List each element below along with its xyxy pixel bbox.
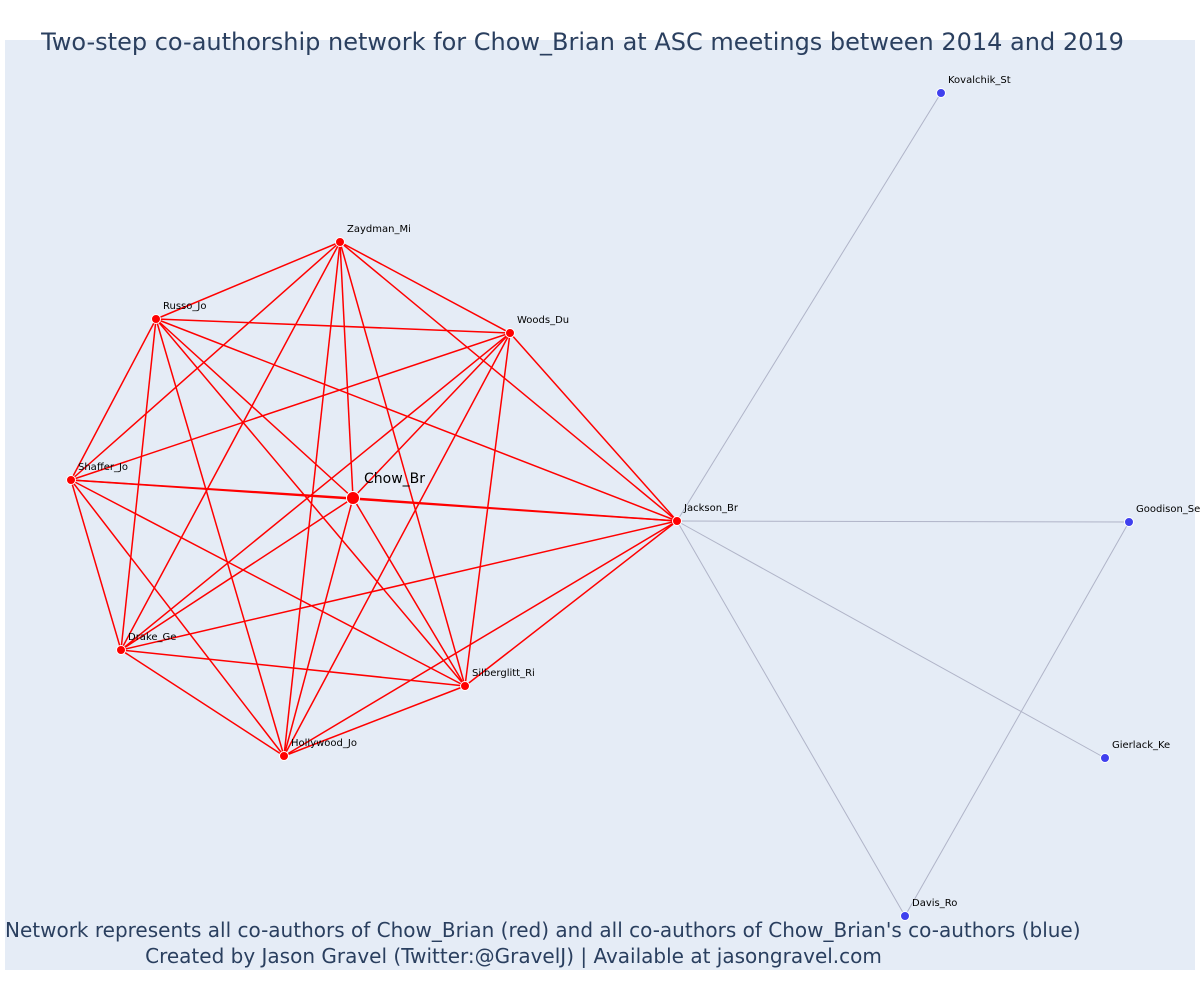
edge-Jackson_Br-Davis_Ro bbox=[676, 520, 906, 917]
edge-Russo_Jo-Hollywood_Jo bbox=[155, 318, 285, 757]
edge-Shaffer_Jo-Jackson_Br bbox=[70, 479, 678, 522]
edge-Woods_Du-Jackson_Br bbox=[509, 332, 678, 522]
edge-Zaydman_Mi-Russo_Jo bbox=[155, 241, 341, 320]
edge-Zaydman_Mi-Shaffer_Jo bbox=[70, 241, 341, 481]
edge-Russo_Jo-Woods_Du bbox=[155, 318, 511, 334]
edge-Zaydman_Mi-Silberglitt_Ri bbox=[339, 241, 466, 687]
edge-Chow_Br-Silberglitt_Ri bbox=[352, 497, 466, 687]
edge-Woods_Du-Shaffer_Jo bbox=[70, 332, 511, 481]
edge-Shaffer_Jo-Silberglitt_Ri bbox=[70, 479, 466, 687]
node-Kovalchik_St[interactable] bbox=[936, 88, 946, 98]
edge-Russo_Jo-Jackson_Br bbox=[155, 318, 678, 522]
node-Goodison_Se[interactable] bbox=[1124, 517, 1134, 527]
edges-layer bbox=[70, 92, 1130, 917]
node-Chow_Br[interactable] bbox=[346, 491, 360, 505]
edge-Woods_Du-Drake_Ge bbox=[120, 332, 511, 651]
node-Silberglitt_Ri[interactable] bbox=[460, 681, 470, 691]
node-label-Russo_Jo: Russo_Jo bbox=[163, 301, 206, 312]
edge-Russo_Jo-Silberglitt_Ri bbox=[155, 318, 466, 687]
node-Zaydman_Mi[interactable] bbox=[335, 237, 345, 247]
node-label-Chow_Br: Chow_Br bbox=[364, 471, 425, 487]
edge-Shaffer_Jo-Hollywood_Jo bbox=[70, 479, 285, 757]
edge-Chow_Br-Drake_Ge bbox=[120, 497, 354, 651]
node-label-Shaffer_Jo: Shaffer_Jo bbox=[78, 462, 128, 473]
node-Jackson_Br[interactable] bbox=[672, 516, 682, 526]
footer-credit: Created by Jason Gravel (Twitter:@Gravel… bbox=[145, 944, 882, 968]
edge-Shaffer_Jo-Drake_Ge bbox=[70, 479, 122, 651]
node-Davis_Ro[interactable] bbox=[900, 911, 910, 921]
node-Hollywood_Jo[interactable] bbox=[279, 751, 289, 761]
edge-Jackson_Br-Drake_Ge bbox=[120, 520, 678, 651]
edge-Jackson_Br-Goodison_Se bbox=[676, 520, 1130, 523]
edge-Jackson_Br-Gierlack_Ke bbox=[676, 520, 1106, 759]
node-label-Goodison_Se: Goodison_Se bbox=[1136, 504, 1200, 515]
node-label-Drake_Ge: Drake_Ge bbox=[128, 632, 176, 643]
edge-Drake_Ge-Silberglitt_Ri bbox=[120, 649, 466, 687]
edge-Drake_Ge-Hollywood_Jo bbox=[120, 649, 285, 757]
edge-Chow_Br-Hollywood_Jo bbox=[283, 497, 354, 757]
node-label-Davis_Ro: Davis_Ro bbox=[912, 898, 957, 909]
edge-Chow_Br-Zaydman_Mi bbox=[339, 241, 354, 499]
edge-Woods_Du-Hollywood_Jo bbox=[283, 332, 511, 757]
node-label-Hollywood_Jo: Hollywood_Jo bbox=[291, 738, 357, 749]
node-Shaffer_Jo[interactable] bbox=[66, 475, 76, 485]
edge-Chow_Br-Russo_Jo bbox=[155, 318, 354, 499]
edge-Goodison_Se-Davis_Ro bbox=[904, 521, 1130, 917]
node-label-Silberglitt_Ri: Silberglitt_Ri bbox=[472, 668, 535, 679]
edge-Silberglitt_Ri-Hollywood_Jo bbox=[283, 685, 466, 757]
node-label-Jackson_Br: Jackson_Br bbox=[683, 503, 739, 514]
edge-Zaydman_Mi-Woods_Du bbox=[339, 241, 511, 334]
edge-Jackson_Br-Kovalchik_St bbox=[676, 92, 942, 522]
edge-Zaydman_Mi-Jackson_Br bbox=[339, 241, 678, 522]
footer-note: Network represents all co-authors of Cho… bbox=[5, 918, 1081, 942]
edge-Russo_Jo-Shaffer_Jo bbox=[70, 318, 157, 481]
node-label-Gierlack_Ke: Gierlack_Ke bbox=[1112, 740, 1170, 751]
node-Gierlack_Ke[interactable] bbox=[1100, 753, 1110, 763]
edge-Jackson_Br-Silberglitt_Ri bbox=[464, 520, 678, 687]
node-label-Zaydman_Mi: Zaydman_Mi bbox=[347, 224, 411, 235]
node-Woods_Du[interactable] bbox=[505, 328, 515, 338]
nodes-layer bbox=[66, 88, 1134, 921]
edge-Zaydman_Mi-Hollywood_Jo bbox=[283, 241, 341, 757]
edge-Woods_Du-Silberglitt_Ri bbox=[464, 332, 511, 687]
node-label-Kovalchik_St: Kovalchik_St bbox=[948, 75, 1011, 86]
node-Drake_Ge[interactable] bbox=[116, 645, 126, 655]
plot-area bbox=[5, 40, 1195, 970]
labels-layer: Chow_Br Zaydman_Mi Russo_Jo Woods_Du Shaffer… bbox=[78, 75, 1200, 909]
edge-Jackson_Br-Hollywood_Jo bbox=[283, 520, 678, 757]
chart-title: Two-step co-authorship network for Chow_… bbox=[41, 28, 1124, 56]
edge-Zaydman_Mi-Drake_Ge bbox=[120, 241, 341, 651]
node-Russo_Jo[interactable] bbox=[151, 314, 161, 324]
node-label-Woods_Du: Woods_Du bbox=[517, 315, 569, 326]
